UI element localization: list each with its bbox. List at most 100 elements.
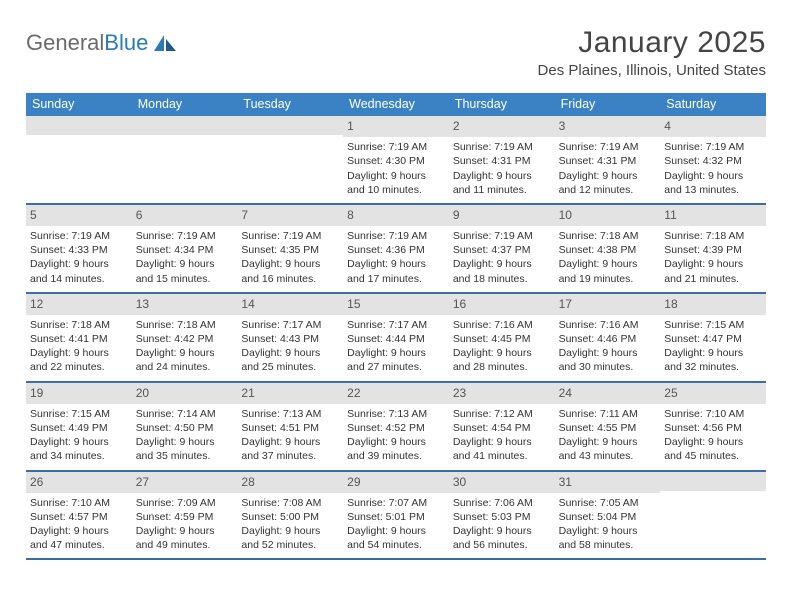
day-detail-line: and 19 minutes. (559, 272, 657, 286)
day-number: 29 (343, 472, 449, 493)
day-detail-line: Sunrise: 7:16 AM (559, 318, 657, 332)
day-detail-line: Sunrise: 7:18 AM (559, 229, 657, 243)
day-detail-line: Daylight: 9 hours (453, 435, 551, 449)
day-detail-line: and 10 minutes. (347, 183, 445, 197)
day-detail-line: and 21 minutes. (664, 272, 762, 286)
day-number: 13 (132, 294, 238, 315)
day-detail-line: and 52 minutes. (241, 538, 339, 552)
logo-word-2: Blue (104, 30, 148, 56)
day-detail-line: Sunset: 4:55 PM (559, 421, 657, 435)
day-detail-line: Daylight: 9 hours (347, 435, 445, 449)
day-detail: Sunrise: 7:19 AMSunset: 4:31 PMDaylight:… (559, 140, 657, 197)
day-detail-line: Sunrise: 7:12 AM (453, 407, 551, 421)
day-detail-line: and 30 minutes. (559, 360, 657, 374)
day-detail-line: Sunrise: 7:17 AM (347, 318, 445, 332)
day-number: 5 (26, 205, 132, 226)
day-detail-line: Daylight: 9 hours (241, 524, 339, 538)
day-number: 8 (343, 205, 449, 226)
day-detail: Sunrise: 7:15 AMSunset: 4:49 PMDaylight:… (30, 407, 128, 464)
day-number (132, 116, 238, 135)
day-detail-line: and 17 minutes. (347, 272, 445, 286)
day-detail-line: Sunrise: 7:06 AM (453, 496, 551, 510)
day-detail-line: Sunrise: 7:18 AM (30, 318, 128, 332)
day-cell: 3Sunrise: 7:19 AMSunset: 4:31 PMDaylight… (555, 116, 661, 203)
day-number: 24 (555, 383, 661, 404)
day-detail-line: Sunrise: 7:08 AM (241, 496, 339, 510)
day-number: 17 (555, 294, 661, 315)
day-detail-line: Daylight: 9 hours (347, 257, 445, 271)
day-detail-line: Daylight: 9 hours (453, 524, 551, 538)
day-detail: Sunrise: 7:19 AMSunset: 4:32 PMDaylight:… (664, 140, 762, 197)
day-detail-line: Sunset: 4:42 PM (136, 332, 234, 346)
logo-word-1: General (26, 30, 104, 56)
day-cell: 27Sunrise: 7:09 AMSunset: 4:59 PMDayligh… (132, 472, 238, 559)
day-detail-line: Daylight: 9 hours (347, 524, 445, 538)
day-detail-line: Daylight: 9 hours (559, 524, 657, 538)
day-detail-line: Daylight: 9 hours (136, 435, 234, 449)
day-detail-line: and 34 minutes. (30, 449, 128, 463)
day-detail-line: Sunset: 4:45 PM (453, 332, 551, 346)
day-detail-line: Sunrise: 7:19 AM (664, 140, 762, 154)
day-detail: Sunrise: 7:09 AMSunset: 4:59 PMDaylight:… (136, 496, 234, 553)
day-cell: 12Sunrise: 7:18 AMSunset: 4:41 PMDayligh… (26, 294, 132, 381)
day-detail-line: Daylight: 9 hours (30, 346, 128, 360)
day-number: 14 (237, 294, 343, 315)
weekday-header: Sunday (26, 93, 132, 116)
calendar-grid: SundayMondayTuesdayWednesdayThursdayFrid… (26, 93, 766, 560)
day-detail-line: and 43 minutes. (559, 449, 657, 463)
day-detail-line: Sunrise: 7:19 AM (453, 229, 551, 243)
weekday-header: Tuesday (237, 93, 343, 116)
day-detail: Sunrise: 7:18 AMSunset: 4:39 PMDaylight:… (664, 229, 762, 286)
day-detail-line: Sunrise: 7:10 AM (30, 496, 128, 510)
day-detail-line: Sunset: 4:39 PM (664, 243, 762, 257)
day-detail-line: Daylight: 9 hours (136, 524, 234, 538)
day-cell: 19Sunrise: 7:15 AMSunset: 4:49 PMDayligh… (26, 383, 132, 470)
day-cell: 25Sunrise: 7:10 AMSunset: 4:56 PMDayligh… (660, 383, 766, 470)
day-detail: Sunrise: 7:07 AMSunset: 5:01 PMDaylight:… (347, 496, 445, 553)
day-detail-line: Sunset: 5:04 PM (559, 510, 657, 524)
day-detail-line: Sunset: 4:30 PM (347, 154, 445, 168)
day-number (26, 116, 132, 135)
day-number (237, 116, 343, 135)
day-detail: Sunrise: 7:14 AMSunset: 4:50 PMDaylight:… (136, 407, 234, 464)
day-number: 15 (343, 294, 449, 315)
day-detail-line: Sunrise: 7:19 AM (30, 229, 128, 243)
weekday-header: Friday (555, 93, 661, 116)
day-number: 7 (237, 205, 343, 226)
day-detail-line: and 13 minutes. (664, 183, 762, 197)
day-number: 26 (26, 472, 132, 493)
day-detail-line: and 54 minutes. (347, 538, 445, 552)
day-detail-line: and 41 minutes. (453, 449, 551, 463)
day-detail-line: Sunrise: 7:16 AM (453, 318, 551, 332)
day-number: 25 (660, 383, 766, 404)
day-cell: 5Sunrise: 7:19 AMSunset: 4:33 PMDaylight… (26, 205, 132, 292)
day-detail-line: Sunset: 5:01 PM (347, 510, 445, 524)
day-cell: 29 Sunrise: 7:07 AMSunset: 5:01 PMDayligh… (343, 472, 449, 559)
logo-sail-icon (152, 33, 178, 53)
day-detail-line: and 49 minutes. (136, 538, 234, 552)
day-number: 6 (132, 205, 238, 226)
day-detail-line: Sunrise: 7:07 AM (347, 496, 445, 510)
weekday-header-row: SundayMondayTuesdayWednesdayThursdayFrid… (26, 93, 766, 116)
day-number: 9 (449, 205, 555, 226)
day-detail-line: Daylight: 9 hours (559, 169, 657, 183)
day-number: 20 (132, 383, 238, 404)
week-row: 12Sunrise: 7:18 AMSunset: 4:41 PMDayligh… (26, 294, 766, 383)
day-detail-line: and 12 minutes. (559, 183, 657, 197)
day-detail-line: Sunset: 4:38 PM (559, 243, 657, 257)
day-detail-line: Sunrise: 7:13 AM (347, 407, 445, 421)
day-detail-line: and 58 minutes. (559, 538, 657, 552)
day-detail-line: Daylight: 9 hours (453, 346, 551, 360)
day-cell: 26Sunrise: 7:10 AMSunset: 4:57 PMDayligh… (26, 472, 132, 559)
day-detail-line: and 25 minutes. (241, 360, 339, 374)
calendar-page: GeneralBlue January 2025 Des Plaines, Il… (0, 0, 792, 560)
day-cell: 16Sunrise: 7:16 AMSunset: 4:45 PMDayligh… (449, 294, 555, 381)
day-detail-line: Sunset: 4:35 PM (241, 243, 339, 257)
day-detail-line: Daylight: 9 hours (136, 346, 234, 360)
day-number: 31 (555, 472, 661, 493)
day-detail-line: and 39 minutes. (347, 449, 445, 463)
day-detail-line: Sunset: 4:34 PM (136, 243, 234, 257)
day-detail-line: and 11 minutes. (453, 183, 551, 197)
day-detail-line: Sunset: 4:44 PM (347, 332, 445, 346)
weeks-container: 1Sunrise: 7:19 AMSunset: 4:30 PMDaylight… (26, 116, 766, 560)
